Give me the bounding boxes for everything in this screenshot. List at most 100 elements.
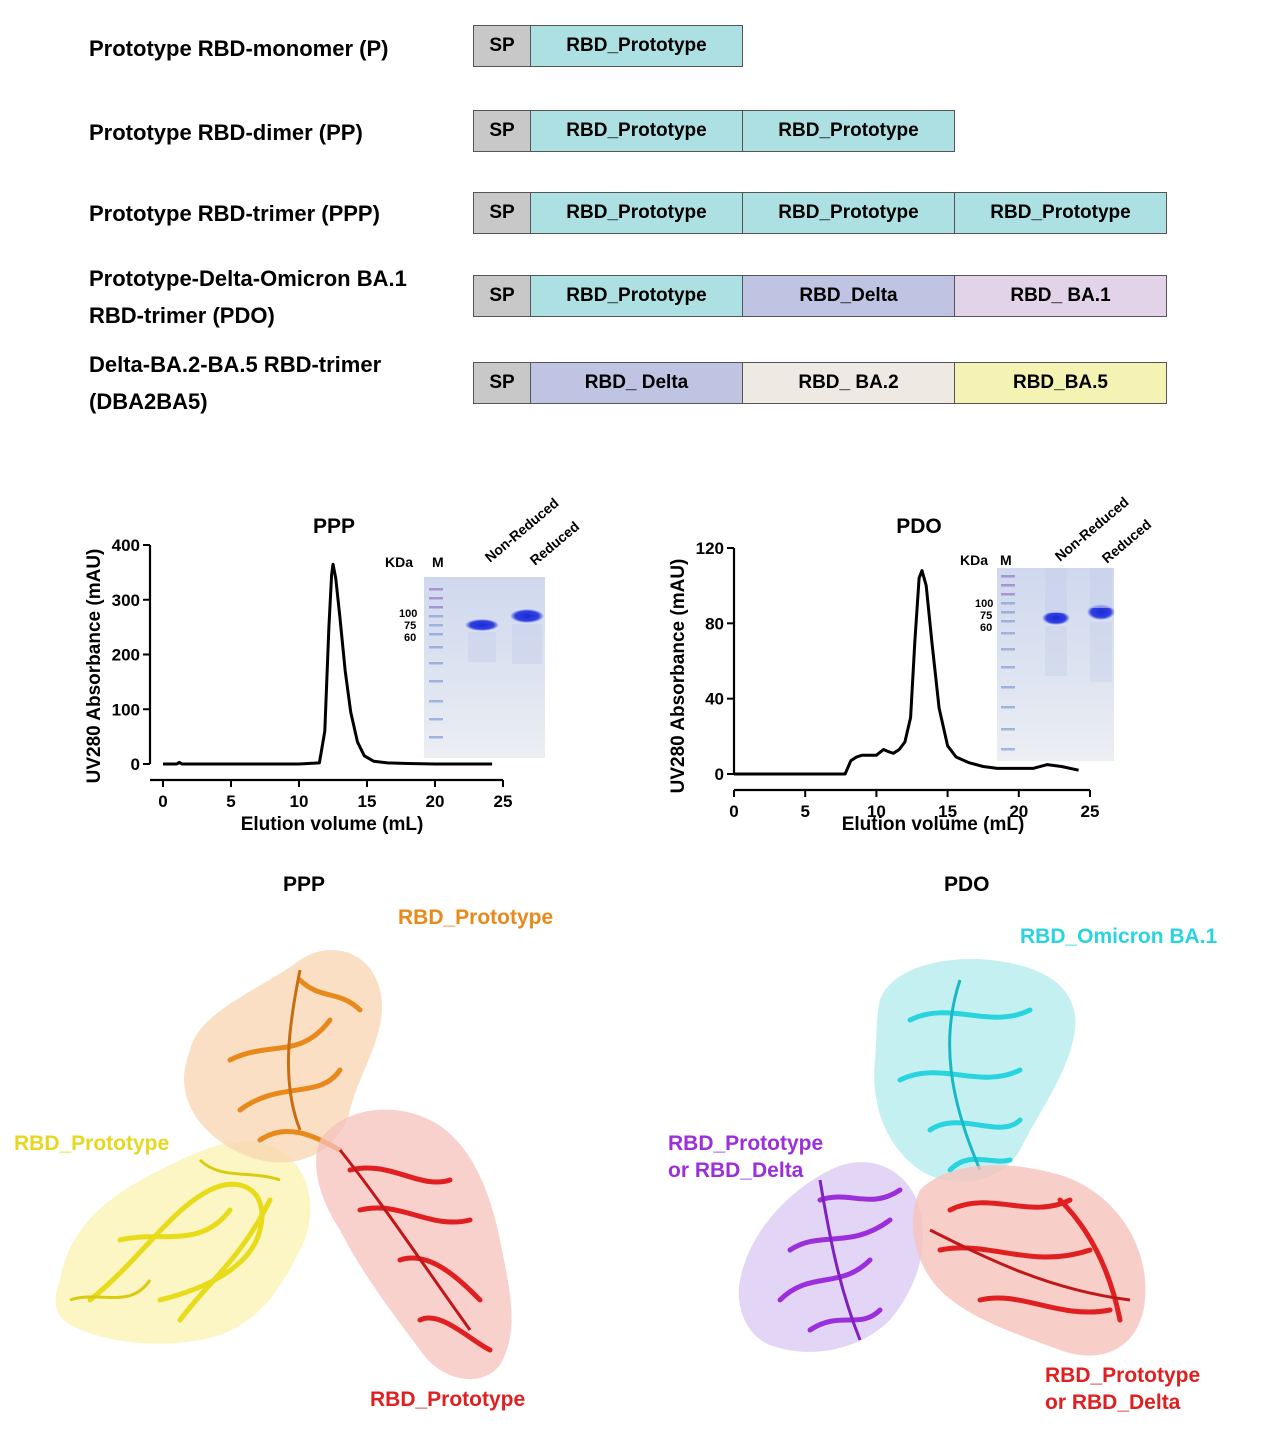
gel-header: KDa xyxy=(385,554,413,570)
x-tick-label: 5 xyxy=(226,792,235,811)
structure-label: RBD_Prototype xyxy=(668,1132,823,1155)
elution-curve xyxy=(734,569,1079,776)
segment-rbd: RBD_ Delta xyxy=(530,362,743,404)
domain-yellow xyxy=(55,1141,311,1344)
segment-rbd: RBD_Prototype xyxy=(742,192,955,234)
structure-ppp: RBD_Prototype RBD_Prototype RBD_Prototyp… xyxy=(14,906,553,1411)
segment-rbd: RBD_Delta xyxy=(742,275,955,317)
structure-title: PPP xyxy=(283,873,326,896)
domain-red xyxy=(316,1109,512,1380)
gel-marker: 100 xyxy=(975,598,993,610)
segment-rbd: RBD_BA.5 xyxy=(954,362,1167,404)
construct-bar-pdo: SP RBD_Prototype RBD_Delta RBD_ BA.1 xyxy=(473,275,1167,317)
y-tick-label: 300 xyxy=(112,591,140,610)
structure-label: or RBD_Delta xyxy=(668,1159,804,1182)
ladder-band xyxy=(429,588,443,591)
ladder-band xyxy=(1001,611,1015,614)
x-tick-label: 5 xyxy=(800,802,809,821)
chart-title: PPP xyxy=(313,515,355,538)
ladder-band xyxy=(1001,593,1015,596)
construct-bar-p: SP RBD_Prototype xyxy=(473,25,743,67)
construct-label-pp: Prototype RBD-dimer (PP) xyxy=(89,120,363,145)
x-tick-label: 20 xyxy=(426,792,445,811)
protein-structure-illustrations: RBD_Prototype RBD_Prototype RBD_Prototyp… xyxy=(14,906,1218,1414)
ladder-band xyxy=(429,597,443,600)
x-tick-label: 25 xyxy=(494,792,513,811)
x-tick-label: 15 xyxy=(358,792,377,811)
segment-rbd: RBD_Prototype xyxy=(530,110,743,152)
gel-band-non-reduced xyxy=(1042,611,1070,625)
y-tick-label: 200 xyxy=(112,646,140,665)
gel-image xyxy=(997,568,1115,761)
domain-red xyxy=(912,1165,1146,1356)
domain-orange xyxy=(183,950,383,1163)
segment-rbd: RBD_Prototype xyxy=(530,25,743,67)
gel-header: KDa xyxy=(960,552,988,568)
segment-rbd: RBD_Prototype xyxy=(530,275,743,317)
ladder-band xyxy=(429,615,443,618)
ladder-band xyxy=(1001,602,1015,605)
construct-bar-ppp: SP RBD_Prototype RBD_Prototype RBD_Proto… xyxy=(473,192,1167,234)
ladder-band xyxy=(1001,748,1015,751)
segment-rbd: RBD_ BA.1 xyxy=(954,275,1167,317)
x-tick-label: 15 xyxy=(938,802,957,821)
ladder-band xyxy=(1001,706,1015,709)
segment-sp: SP xyxy=(473,25,531,67)
ladder-band xyxy=(429,624,443,627)
ladder-band xyxy=(429,680,443,683)
y-tick-label: 100 xyxy=(112,700,140,719)
y-tick-label: 40 xyxy=(705,690,724,709)
x-tick-label: 25 xyxy=(1081,802,1100,821)
gel-marker: 75 xyxy=(980,610,992,622)
gel-band-non-reduced xyxy=(465,619,499,631)
segment-rbd: RBD_ BA.2 xyxy=(742,362,955,404)
construct-bar-pp: SP RBD_Prototype RBD_Prototype xyxy=(473,110,955,152)
x-tick-label: 0 xyxy=(158,792,167,811)
chart-title: PDO xyxy=(896,515,942,538)
ladder-band xyxy=(429,646,443,649)
structure-label: RBD_Prototype xyxy=(370,1388,525,1411)
structure-label: RBD_Omicron BA.1 xyxy=(1020,925,1218,948)
chart-pdo: PDO 0 40 80 120 0 5 10 15 20 25 Elution volume (… xyxy=(668,494,1154,835)
domain-purple xyxy=(738,1162,924,1352)
segment-rbd: RBD_Prototype xyxy=(530,192,743,234)
ladder-band xyxy=(1001,584,1015,587)
structure-label: or RBD_Delta xyxy=(1045,1391,1181,1414)
ladder-band xyxy=(1001,666,1015,669)
y-tick-label: 0 xyxy=(131,755,140,774)
ladder-band xyxy=(1001,575,1015,578)
chart-ppp: PPP 0 100 200 300 400 0 5 10 15 20 25 Elution vol… xyxy=(84,495,582,835)
domain-cyan xyxy=(874,959,1076,1182)
segment-sp: SP xyxy=(473,110,531,152)
gel-marker: 60 xyxy=(980,622,992,634)
structure-label: RBD_Prototype xyxy=(398,906,553,929)
structure-label: RBD_Prototype xyxy=(14,1132,169,1155)
segment-rbd: RBD_Prototype xyxy=(742,110,955,152)
gel-lane-label: M xyxy=(1000,552,1012,568)
ladder-band xyxy=(1001,620,1015,623)
gel-band-reduced xyxy=(510,609,544,623)
construct-label-p: Prototype RBD-monomer (P) xyxy=(89,36,389,61)
ladder-band xyxy=(1001,728,1015,731)
gel-marker: 75 xyxy=(404,620,416,632)
construct-label-dba2ba5: Delta-BA.2-BA.5 RBD-trimer (DBA2BA5) xyxy=(89,352,382,414)
x-tick-label: 10 xyxy=(290,792,309,811)
y-tick-label: 80 xyxy=(705,614,724,633)
segment-sp: SP xyxy=(473,275,531,317)
y-tick-label: 120 xyxy=(696,539,724,558)
elution-curve xyxy=(163,562,493,766)
ladder-band xyxy=(1001,648,1015,651)
y-axis-label: UV280 Absorbance (mAU) xyxy=(668,559,689,794)
ladder-band xyxy=(429,633,443,636)
construct-label-ppp: Prototype RBD-trimer (PPP) xyxy=(89,201,380,226)
y-tick-label: 400 xyxy=(112,536,140,555)
structure-label: RBD_Prototype xyxy=(1045,1364,1200,1387)
segment-rbd: RBD_Prototype xyxy=(954,192,1167,234)
ladder-band xyxy=(429,736,443,739)
ladder-band xyxy=(429,662,443,665)
structure-title: PDO xyxy=(944,873,990,896)
gel-marker: 100 xyxy=(399,608,417,620)
structure-pdo: RBD_Omicron BA.1 RBD_Prototype or RBD_De… xyxy=(668,925,1218,1414)
construct-label-pdo: Prototype-Delta-Omicron BA.1 RBD-trimer (… xyxy=(89,266,407,328)
construct-bar-dba2ba5: SP RBD_ Delta RBD_ BA.2 RBD_BA.5 xyxy=(473,362,1167,404)
